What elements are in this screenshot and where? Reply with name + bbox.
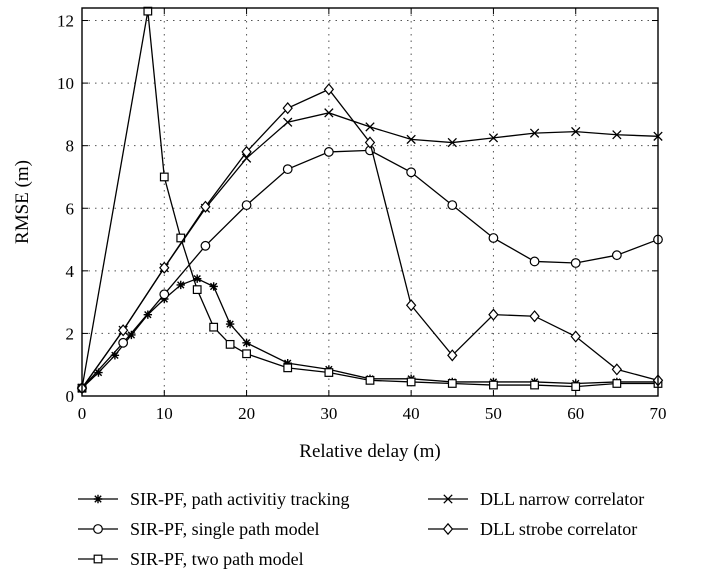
point-marker-diamond (117, 324, 129, 337)
x-tick-label: 20 (238, 404, 255, 423)
y-tick-label: 12 (57, 12, 74, 31)
point-marker-circle (93, 524, 103, 534)
point-marker-square (242, 349, 251, 359)
point-marker-diamond (159, 261, 170, 274)
legend-item: SIR-PF, two path model (78, 549, 304, 569)
x-tick-label: 70 (650, 404, 667, 423)
point-marker-diamond (200, 200, 211, 213)
y-tick-label: 8 (66, 137, 75, 156)
point-marker-x (324, 108, 334, 118)
point-marker-x (406, 134, 416, 145)
point-marker-square (225, 339, 235, 349)
point-marker-circle (611, 250, 622, 261)
legend-label: DLL narrow correlator (480, 489, 644, 509)
point-marker-circle (241, 200, 252, 211)
point-marker-x (443, 494, 453, 504)
point-marker-circle (323, 147, 334, 157)
point-marker-diamond (570, 330, 581, 343)
x-tick-label: 50 (485, 404, 502, 423)
y-tick-label: 6 (66, 199, 75, 218)
point-marker-asterisk (94, 368, 103, 377)
point-marker-asterisk (93, 494, 103, 504)
point-marker-diamond (529, 310, 540, 323)
point-marker-diamond (442, 522, 454, 536)
plot-frame (81, 7, 659, 397)
y-axis-title: RMSE (m) (12, 160, 33, 244)
legend-item: DLL narrow correlator (428, 489, 644, 509)
point-marker-circle (118, 337, 129, 348)
legend-item: SIR-PF, single path model (78, 519, 320, 539)
point-marker-x (571, 126, 581, 137)
point-marker-square (209, 322, 219, 332)
point-marker-asterisk (127, 330, 136, 340)
point-marker-diamond (282, 102, 293, 115)
point-marker-x (612, 130, 622, 140)
legend-label: SIR-PF, single path model (130, 519, 320, 539)
x-tick-label: 40 (403, 404, 420, 423)
point-marker-square (192, 285, 202, 295)
y-tick-label: 4 (66, 262, 75, 281)
x-axis-title: Relative delay (m) (299, 441, 440, 462)
point-marker-circle (406, 167, 417, 178)
point-marker-x (488, 133, 499, 143)
series-line (81, 149, 659, 389)
point-marker-square (612, 379, 622, 388)
legend-label: DLL strobe correlator (480, 519, 637, 539)
point-marker-x (447, 137, 457, 148)
point-marker-diamond (405, 299, 417, 312)
point-marker-diamond (241, 145, 252, 159)
series-diamond (76, 83, 664, 395)
legend-label: SIR-PF, two path model (130, 549, 304, 569)
point-marker-x (365, 122, 375, 132)
point-marker-asterisk (242, 338, 251, 348)
point-marker-x (529, 128, 540, 138)
point-marker-asterisk (225, 319, 235, 329)
x-tick-label: 60 (567, 404, 584, 423)
y-tick-label: 2 (66, 324, 75, 343)
point-marker-diamond (447, 349, 458, 362)
point-marker-x (283, 117, 293, 127)
point-marker-circle (282, 164, 293, 175)
point-marker-square (406, 377, 416, 387)
ticks: 0 10 20 30 40 50 60 70 0 2 4 6 8 10 12 (57, 8, 667, 423)
x-tick-label: 10 (156, 404, 173, 423)
point-marker-square (489, 380, 498, 390)
y-tick-label: 0 (66, 387, 75, 406)
point-marker-square (159, 172, 169, 182)
point-marker-asterisk (193, 274, 202, 283)
point-marker-circle (488, 233, 499, 243)
point-marker-circle (570, 258, 581, 268)
point-marker-asterisk (176, 280, 185, 290)
point-marker-circle (529, 256, 540, 267)
point-marker-square (283, 363, 293, 373)
series-group (76, 6, 664, 395)
legend-item: SIR-PF, path activitiy tracking (78, 489, 350, 509)
legend: SIR-PF, path activitiy tracking SIR-PF, s… (78, 489, 644, 569)
series-line (81, 11, 658, 389)
point-marker-square (324, 368, 334, 377)
point-marker-diamond (323, 83, 335, 96)
point-marker-asterisk (110, 351, 120, 360)
x-tick-label: 30 (320, 404, 337, 423)
point-marker-square (571, 382, 581, 392)
point-marker-square (365, 375, 375, 385)
y-tick-label: 10 (57, 74, 74, 93)
point-marker-diamond (488, 308, 499, 321)
point-marker-asterisk (209, 282, 218, 291)
point-marker-square (447, 379, 457, 388)
point-marker-circle (159, 289, 170, 300)
legend-item: DLL strobe correlator (428, 519, 637, 539)
series-line (81, 88, 659, 389)
point-marker-square (93, 554, 103, 564)
point-marker-circle (447, 200, 458, 211)
point-marker-square (530, 380, 539, 390)
point-marker-asterisk (283, 358, 292, 368)
x-tick-label: 0 (78, 404, 87, 423)
point-marker-circle (200, 240, 211, 251)
point-marker-diamond (611, 363, 623, 376)
point-marker-diamond (364, 136, 376, 149)
legend-label: SIR-PF, path activitiy tracking (130, 489, 350, 509)
